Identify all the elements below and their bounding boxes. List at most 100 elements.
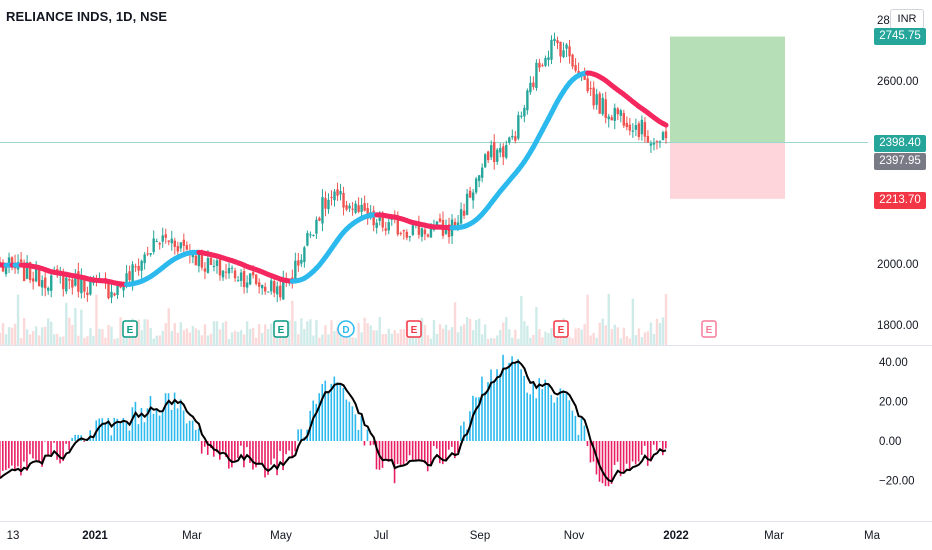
oscillator-bar (119, 423, 122, 441)
oscillator-bar (381, 441, 384, 468)
volume-bar (357, 323, 360, 345)
candle-body (505, 144, 508, 158)
oscillator-bar (0, 441, 1, 479)
volume-bar (309, 319, 312, 345)
currency-button[interactable]: INR (890, 9, 924, 29)
oscillator-bar (41, 441, 43, 467)
oscillator-bar (140, 407, 143, 441)
volume-bar (568, 336, 571, 345)
oscillator-bar (502, 354, 504, 441)
dividend-marker-circle (337, 320, 355, 338)
candle-body (378, 217, 381, 221)
candle-body (197, 253, 201, 267)
candle-body (282, 278, 285, 300)
volume-bar (89, 328, 92, 345)
volume-bar (273, 335, 276, 345)
candle-body (128, 271, 131, 281)
candle-body (405, 231, 409, 238)
oscillator-bar (514, 362, 516, 441)
oscillator-bar (451, 441, 453, 447)
candle-body (309, 234, 312, 236)
candle-body (80, 276, 83, 294)
oscillator-bar (327, 392, 330, 441)
volume-bar (4, 334, 8, 345)
volume-bar (622, 327, 626, 345)
oscillator-bar (457, 441, 459, 453)
volume-bar (164, 323, 167, 345)
volume-bar (432, 319, 436, 345)
volume-bar (47, 318, 50, 345)
candle-body (664, 131, 668, 139)
volume-bar (200, 335, 204, 345)
volume-bar (83, 338, 86, 345)
volume-bar (399, 329, 403, 345)
volume-bar (230, 332, 234, 345)
earnings-marker: E (406, 320, 422, 338)
time-axis-label: 2021 (82, 530, 108, 542)
volume-bar (514, 329, 517, 345)
oscillator-bar (218, 441, 221, 460)
oscillator-bar (652, 441, 655, 445)
candle-body (191, 254, 195, 258)
oscillator-bar (387, 441, 390, 462)
volume-bar (426, 335, 430, 345)
candle-body (149, 253, 152, 255)
volume-bar (601, 318, 604, 345)
oscillator-bar (255, 441, 257, 468)
oscillator-bar (601, 441, 604, 484)
candle-body (634, 125, 638, 130)
volume-bar (477, 318, 481, 345)
volume-bar (336, 327, 339, 345)
candle-body (110, 291, 113, 298)
candle-body (661, 132, 665, 141)
volume-bar (327, 334, 330, 345)
oscillator-bar (92, 438, 95, 441)
oscillator-bar (511, 356, 513, 441)
oscillator-bar (390, 441, 393, 459)
time-axis-label: Mar (764, 530, 784, 542)
oscillator-bar (116, 418, 119, 441)
oscillator-bar (538, 378, 541, 441)
volume-bar (637, 328, 641, 345)
oscillator-bar (478, 397, 480, 441)
oscillator-bar (613, 441, 616, 465)
marker-letter: D (342, 325, 349, 336)
volume-bar (613, 324, 616, 345)
candle-body (399, 233, 403, 235)
candle-body (28, 262, 32, 281)
volume-bar (318, 337, 321, 345)
volume-bar (471, 330, 475, 345)
volume-bar (101, 329, 104, 345)
candle-body (535, 62, 538, 89)
oscillator-bar (35, 441, 37, 460)
volume-bar (16, 294, 20, 345)
oscillator-bar (610, 441, 613, 484)
candle-body (417, 223, 421, 235)
candle-body (206, 258, 210, 273)
oscillator-bar (351, 406, 354, 441)
candle-body (511, 135, 514, 138)
candle-body (125, 273, 128, 285)
volume-bar (294, 321, 297, 345)
oscillator-bar (411, 441, 414, 461)
candle-body (565, 44, 568, 49)
oscillator-bar (161, 410, 164, 441)
volume-bar (595, 337, 598, 345)
volume-bar (351, 337, 354, 345)
oscillator-bar (604, 441, 607, 487)
candle-body (601, 97, 604, 115)
volume-bar (188, 332, 192, 345)
candle-body (390, 218, 393, 220)
oscillator-bar (225, 441, 227, 457)
candle-body (514, 136, 517, 141)
volume-bar (508, 329, 511, 345)
oscillator-bar (29, 441, 31, 455)
oscillator-bar (158, 415, 161, 441)
volume-bar (221, 322, 225, 345)
candle-body (19, 259, 23, 263)
volume-bar (505, 317, 508, 345)
volume-bar (10, 327, 14, 345)
volume-bar (191, 326, 195, 345)
